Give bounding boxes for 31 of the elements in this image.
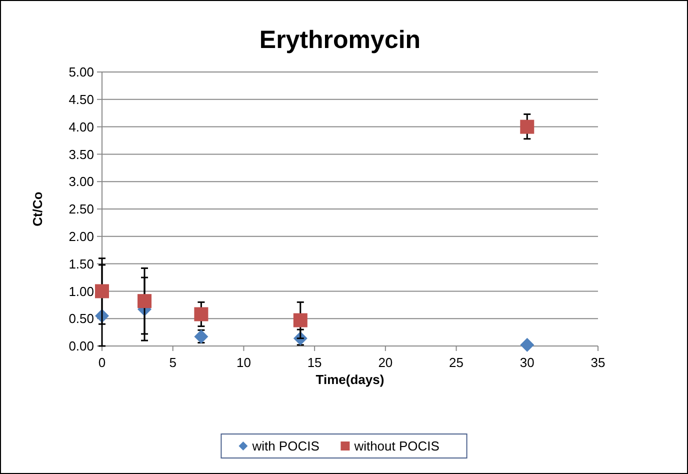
point bbox=[138, 294, 152, 308]
point bbox=[95, 284, 109, 298]
x-tick-label: 15 bbox=[307, 355, 322, 370]
y-tick-label: 5.00 bbox=[68, 64, 94, 80]
point bbox=[293, 313, 308, 328]
y-tick-label: 2.50 bbox=[68, 202, 94, 217]
legend-label: with POCIS bbox=[251, 438, 320, 454]
y-tick-label: 3.00 bbox=[68, 174, 94, 190]
y-tick-label: 4.00 bbox=[68, 119, 94, 134]
y-tick-label: 1.50 bbox=[68, 256, 94, 272]
y-axis-title: Ct/Co bbox=[30, 192, 45, 226]
y-tick-label: 4.50 bbox=[68, 92, 94, 107]
x-tick-label: 25 bbox=[449, 355, 464, 370]
point bbox=[194, 330, 208, 344]
point bbox=[520, 338, 534, 352]
x-tick-label: 35 bbox=[590, 355, 606, 370]
x-tick-label: 30 bbox=[520, 355, 534, 370]
x-tick-label: 20 bbox=[378, 355, 393, 370]
y-tick-label: 0.50 bbox=[68, 311, 94, 326]
y-tick-label: 3.50 bbox=[68, 146, 94, 162]
x-tick-label: 0 bbox=[98, 355, 106, 370]
y-tick-label: 0.00 bbox=[68, 338, 94, 354]
x-tick-label: 10 bbox=[236, 355, 251, 370]
point bbox=[194, 307, 208, 322]
y-tick-label: 2.00 bbox=[68, 228, 94, 244]
x-tick-label: 5 bbox=[169, 355, 176, 370]
legend-label: without POCIS bbox=[353, 438, 440, 454]
x-axis-title: Time(days) bbox=[316, 372, 384, 387]
y-tick-label: 1.00 bbox=[68, 284, 94, 299]
chart-title: Erythromycin bbox=[259, 26, 421, 54]
point bbox=[520, 120, 534, 134]
